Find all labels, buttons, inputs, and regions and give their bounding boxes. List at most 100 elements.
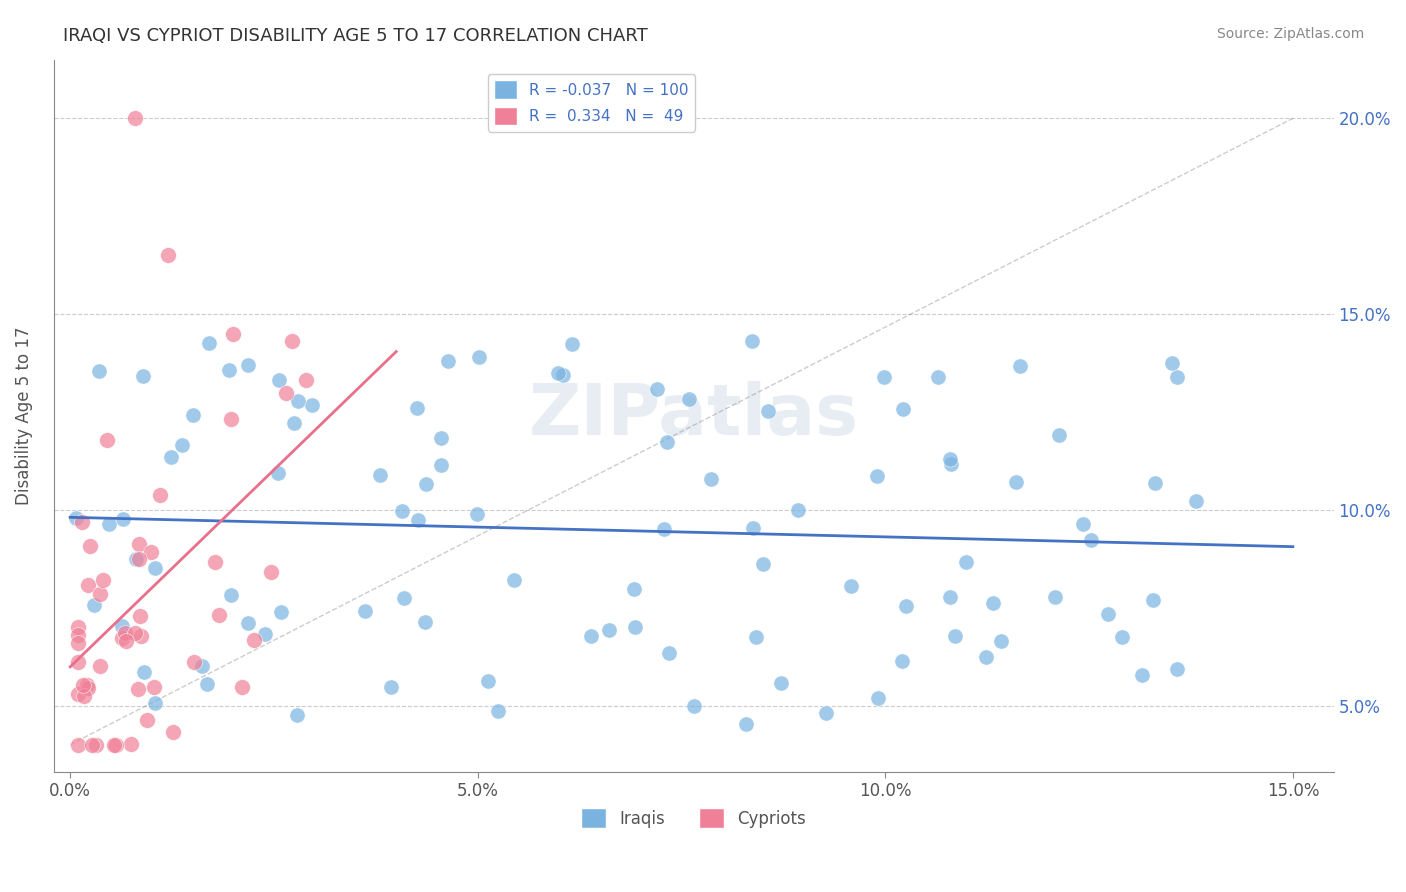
Point <box>981 596 1004 610</box>
Point <box>1097 607 1119 621</box>
Point <box>104 738 127 752</box>
Point <box>943 629 966 643</box>
Point <box>238 359 260 373</box>
Point <box>287 394 309 409</box>
Point <box>1010 359 1032 374</box>
Point <box>141 544 163 558</box>
Point <box>76 678 98 692</box>
Point <box>465 507 488 521</box>
Point <box>181 408 204 422</box>
Point <box>683 698 706 713</box>
Point <box>1161 356 1184 370</box>
Point <box>128 552 150 566</box>
Point <box>283 416 305 430</box>
Point <box>128 536 150 550</box>
Point <box>955 555 977 569</box>
Point <box>67 628 90 642</box>
Point <box>1166 662 1188 676</box>
Point <box>115 634 138 648</box>
Y-axis label: Disability Age 5 to 17: Disability Age 5 to 17 <box>15 326 32 505</box>
Point <box>65 511 87 525</box>
Text: Source: ZipAtlas.com: Source: ZipAtlas.com <box>1216 27 1364 41</box>
Point <box>294 373 316 387</box>
Point <box>198 336 221 351</box>
Point <box>1080 533 1102 547</box>
Text: ZIPatlas: ZIPatlas <box>529 381 859 450</box>
Point <box>238 615 260 630</box>
Point <box>873 370 896 384</box>
Point <box>269 373 291 387</box>
Point <box>156 248 179 262</box>
Point <box>741 334 763 348</box>
Point <box>83 599 105 613</box>
Point <box>135 713 157 727</box>
Point <box>79 539 101 553</box>
Point <box>354 603 377 617</box>
Point <box>149 488 172 502</box>
Point <box>67 738 90 752</box>
Point <box>786 503 808 517</box>
Point <box>941 457 963 471</box>
Point <box>162 724 184 739</box>
Point <box>191 659 214 673</box>
Point <box>1142 592 1164 607</box>
Point <box>770 676 793 690</box>
Point <box>758 404 780 418</box>
Point <box>866 469 889 483</box>
Point <box>111 619 134 633</box>
Point <box>547 366 569 380</box>
Point <box>76 577 98 591</box>
Point <box>80 738 103 752</box>
Point <box>219 588 242 602</box>
Point <box>1111 630 1133 644</box>
Point <box>990 634 1012 648</box>
Point <box>406 513 429 527</box>
Point <box>129 629 152 643</box>
Point <box>281 334 304 349</box>
Point <box>67 636 90 650</box>
Point <box>222 326 245 341</box>
Point <box>1185 494 1208 508</box>
Point <box>623 582 645 596</box>
Point <box>891 401 914 416</box>
Point <box>72 678 94 692</box>
Point <box>624 620 647 634</box>
Point <box>894 599 917 613</box>
Point <box>219 412 242 426</box>
Point <box>270 605 292 619</box>
Point <box>1047 428 1070 442</box>
Point <box>125 551 148 566</box>
Point <box>868 691 890 706</box>
Point <box>243 633 266 648</box>
Point <box>276 386 298 401</box>
Point <box>1166 369 1188 384</box>
Point <box>170 437 193 451</box>
Point <box>1130 668 1153 682</box>
Legend: Iraqis, Cypriots: Iraqis, Cypriots <box>575 801 813 835</box>
Point <box>89 659 111 673</box>
Point <box>380 680 402 694</box>
Point <box>468 350 491 364</box>
Point <box>430 458 453 472</box>
Point <box>183 655 205 669</box>
Point <box>131 368 153 383</box>
Point <box>735 717 758 731</box>
Point <box>392 591 415 605</box>
Point <box>134 665 156 680</box>
Point <box>301 398 323 412</box>
Point <box>406 401 429 416</box>
Point <box>112 512 135 526</box>
Point <box>96 433 118 447</box>
Point <box>204 555 226 569</box>
Point <box>745 631 768 645</box>
Point <box>89 586 111 600</box>
Point <box>839 579 862 593</box>
Point <box>114 626 136 640</box>
Point <box>73 689 96 703</box>
Point <box>477 673 499 688</box>
Point <box>142 681 165 695</box>
Point <box>143 697 166 711</box>
Point <box>699 471 721 485</box>
Point <box>974 649 997 664</box>
Point <box>652 522 675 536</box>
